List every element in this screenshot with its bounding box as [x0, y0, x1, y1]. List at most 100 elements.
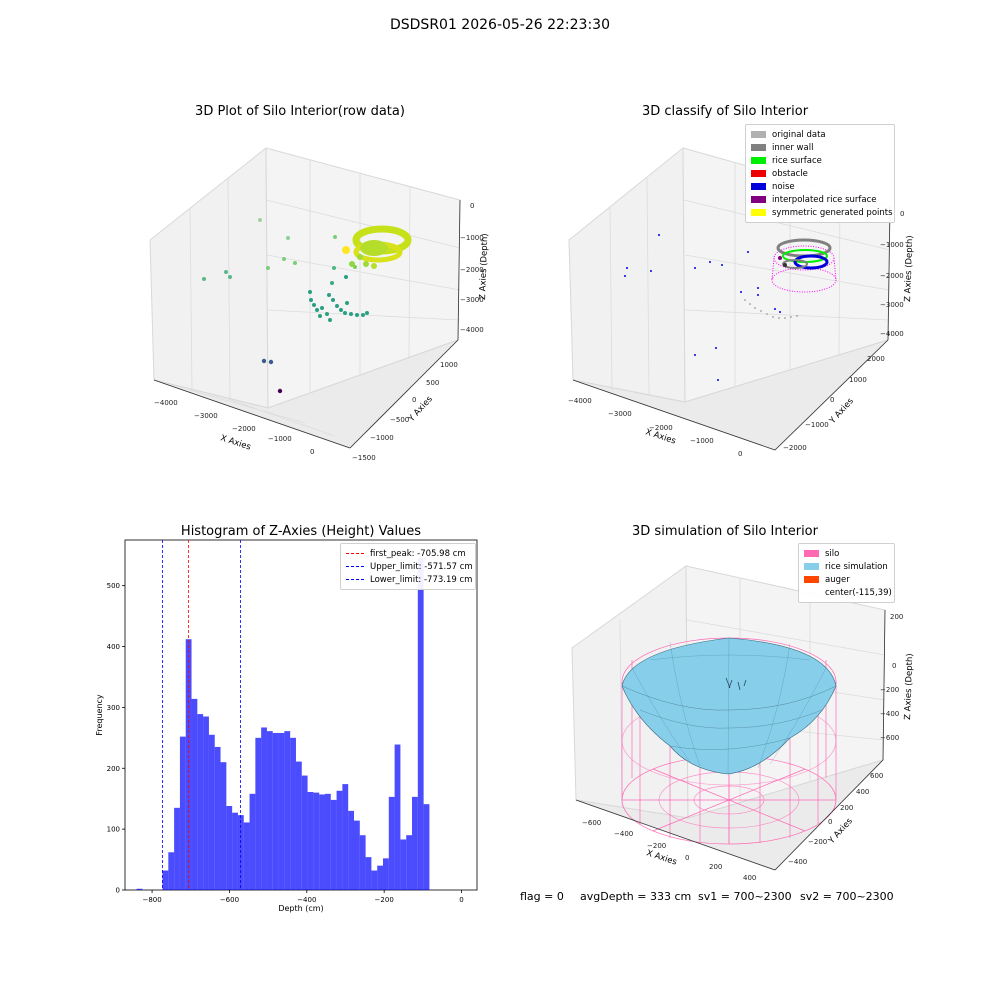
histogram-bar	[185, 639, 192, 890]
legend-item: silo	[804, 547, 889, 560]
legend-label: Lower_limit: -773.19 cm	[370, 574, 473, 585]
classify-ztick: −1000	[880, 241, 904, 249]
sim-xtick: −200	[647, 842, 666, 850]
histogram-bar	[359, 835, 366, 890]
raw-ylabel: Y Axies	[406, 394, 435, 425]
raw-ytick: 500	[426, 379, 439, 387]
legend-label: center(-115,39)	[825, 587, 892, 598]
histogram-vlines	[162, 540, 241, 890]
sim-xtick: −600	[582, 819, 601, 827]
legend-label: auger	[825, 574, 850, 585]
legend-item: interpolated rice surface	[751, 193, 889, 206]
raw-xtick: −2000	[232, 425, 256, 433]
pane-left	[149, 146, 269, 409]
legend-label: obstacle	[772, 168, 808, 179]
histogram-bar	[226, 806, 233, 890]
histogram-bar	[220, 762, 227, 890]
histogram-bar	[319, 794, 325, 890]
classify-ytick: 0	[830, 396, 834, 404]
sim-ztick: 200	[890, 613, 903, 621]
raw-ztick: −3000	[460, 296, 484, 304]
histogram-bar	[388, 796, 395, 890]
histogram-bar	[348, 810, 354, 890]
histogram-bar	[278, 732, 285, 890]
legend-label: rice simulation	[825, 561, 888, 572]
classify-ztick: −3000	[880, 301, 904, 309]
legend-swatch	[804, 550, 819, 557]
legend-swatch	[751, 196, 766, 203]
histogram-bar	[342, 784, 349, 890]
histogram-bar	[330, 799, 337, 890]
classify-legend: original data inner wall rice surface ob…	[745, 124, 895, 223]
histogram-bar	[383, 858, 389, 890]
status-avg-depth: avgDepth = 333 cm	[580, 890, 692, 903]
legend-item: rice simulation	[804, 560, 889, 573]
histogram-bar	[301, 775, 308, 890]
legend-swatch	[751, 157, 766, 164]
simulation-legend: silo rice simulation auger center(-115,3…	[798, 543, 895, 603]
raw-ztick: −4000	[460, 326, 484, 334]
histogram-bar	[168, 852, 175, 890]
histogram-bar	[179, 736, 186, 890]
histogram-bar	[261, 727, 267, 890]
legend-item: first_peak: -705.98 cm	[346, 547, 470, 560]
histogram-bar	[191, 698, 198, 890]
histogram-xlabel: Depth (cm)	[278, 904, 323, 913]
legend-label: silo	[825, 548, 840, 559]
classify-xtick: −3000	[608, 410, 632, 418]
histogram-bar	[255, 737, 262, 890]
raw-points	[202, 218, 412, 394]
histogram-xtick-label: −800	[142, 896, 161, 904]
sim-ytick: 400	[856, 788, 869, 796]
legend-line	[346, 579, 364, 580]
legend-swatch	[804, 576, 819, 583]
histogram-bar	[232, 812, 238, 890]
histogram-bar	[208, 734, 215, 890]
raw-ytick: −1000	[370, 434, 394, 442]
histogram-bar	[324, 793, 331, 890]
sim-ytick: −200	[808, 838, 827, 846]
sim-ztick: −200	[880, 686, 899, 694]
legend-swatch	[751, 183, 766, 190]
histogram-bar	[162, 870, 169, 890]
histogram-bar	[249, 793, 256, 890]
status-flag: flag = 0	[520, 890, 564, 903]
raw-ztick: −2000	[460, 266, 484, 274]
legend-swatch	[751, 131, 766, 138]
legend-line	[346, 566, 364, 567]
legend-swatch	[804, 589, 819, 596]
legend-label: interpolated rice surface	[772, 194, 877, 205]
histogram-ytick-label: 500	[107, 582, 120, 590]
histogram-xtick-label: −600	[220, 896, 239, 904]
classify-3d-plot: −4000 −3000 −2000 −1000 0 −2000 −1000 0 …	[568, 146, 915, 458]
classify-ytick: 2000	[867, 355, 885, 363]
legend-swatch	[751, 209, 766, 216]
histogram-bar	[412, 796, 418, 890]
raw-ztick: −1000	[460, 234, 484, 242]
rice-surface	[621, 637, 837, 775]
histogram-bar	[174, 807, 180, 890]
histogram-bar	[266, 731, 273, 890]
classify-xtick: −1000	[690, 437, 714, 445]
simulation-plot-title: 3D simulation of Silo Interior	[632, 524, 818, 539]
sim-ztick: −400	[880, 710, 899, 718]
histogram-bar	[336, 790, 343, 890]
raw-ytick: −500	[390, 416, 409, 424]
histogram-bar	[406, 835, 413, 890]
histogram-ylabel: Frequency	[95, 694, 104, 736]
sim-xtick: 0	[685, 854, 689, 862]
histogram-bar	[284, 731, 291, 890]
classify-points	[624, 234, 837, 381]
sim-xtick: 400	[743, 874, 756, 880]
sim-xtick: 200	[709, 863, 722, 871]
legend-line	[346, 553, 364, 554]
histogram-ytick-label: 400	[107, 643, 120, 651]
sim-ytick: −400	[788, 858, 807, 866]
raw-xtick: −3000	[194, 412, 218, 420]
classify-ytick: 1000	[849, 376, 867, 384]
legend-swatch	[751, 144, 766, 151]
legend-label: noise	[772, 181, 795, 192]
histogram-bar	[394, 744, 401, 890]
histogram-bar	[365, 857, 372, 890]
legend-item: inner wall	[751, 141, 889, 154]
